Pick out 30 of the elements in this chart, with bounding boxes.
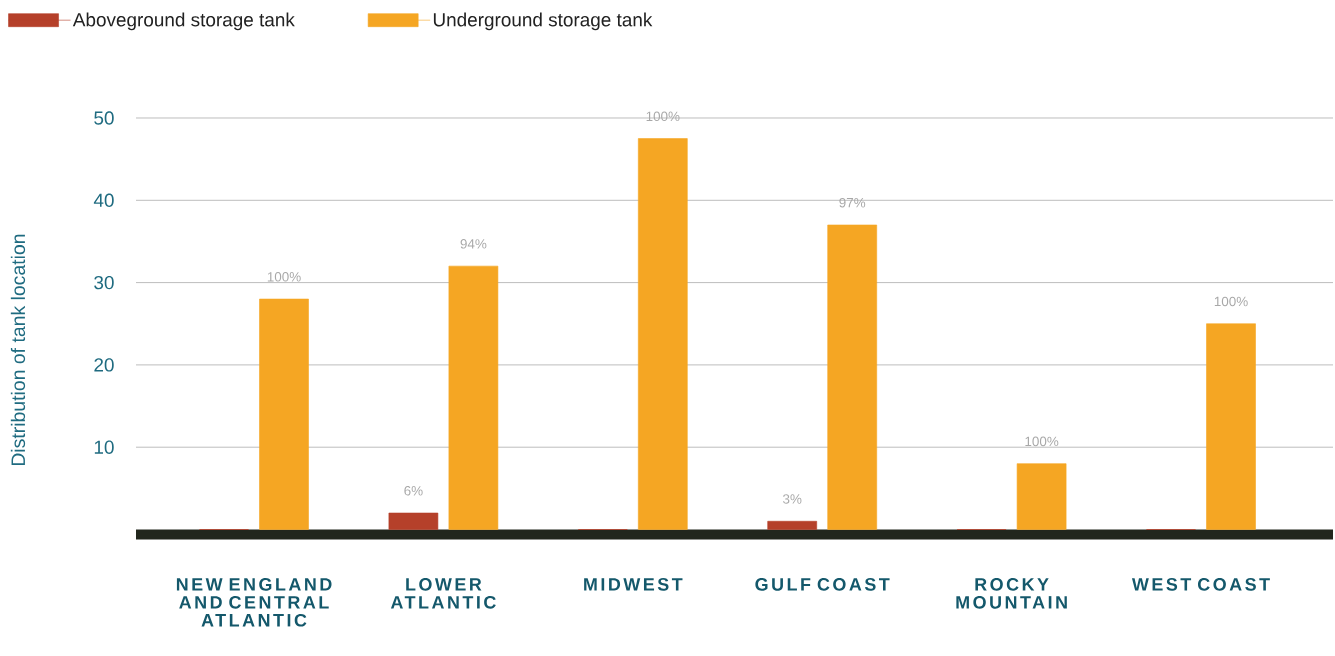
annotation: 97% (839, 197, 866, 208)
annotation: 3% (783, 494, 802, 504)
bar (827, 224, 878, 530)
legend-label: Aboveground storage tank (72, 12, 295, 31)
annotation: 100% (1025, 436, 1059, 447)
x-tick-label: WEST COAST (1131, 578, 1270, 591)
annotation: 6% (404, 486, 423, 496)
y-tick-label: 20 (94, 358, 114, 372)
y-tick-label: 40 (93, 193, 114, 207)
annotation: 100% (267, 272, 301, 282)
bar (259, 298, 309, 530)
bar (1206, 323, 1256, 530)
bar (767, 520, 818, 530)
x-tick-label: ROCKY MOUNTAIN (956, 578, 1067, 609)
y-tick-label: 30 (94, 275, 114, 290)
x-tick-label: NEW ENGLAND AND CENTRAL ATLANTIC (176, 578, 332, 627)
bar (1016, 463, 1067, 530)
x-tick-label: LOWER ATLANTIC (390, 578, 496, 609)
x-tick-label: MIDWEST (584, 578, 683, 591)
annotation: 100% (646, 111, 680, 122)
annotation: 100% (1214, 296, 1248, 307)
x-tick-label: GULF COAST (755, 578, 890, 591)
bar (638, 138, 688, 530)
y-tick-label: 10 (94, 440, 114, 454)
legend-label: Underground storage tank (433, 12, 653, 31)
bar (388, 512, 439, 530)
bar (448, 265, 499, 530)
y-axis-title: Distribution of tank location (10, 234, 26, 466)
annotation: 94% (460, 239, 487, 249)
y-tick-label: 50 (94, 111, 114, 125)
